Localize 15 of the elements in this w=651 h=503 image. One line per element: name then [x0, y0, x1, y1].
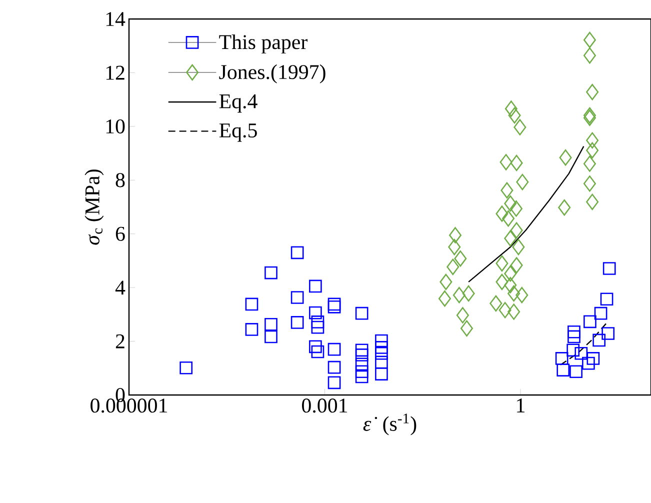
y-tick-label: 2 [116, 334, 124, 348]
y-tick-label: 10 [106, 119, 125, 134]
legend-label: Eq.5 [219, 124, 257, 142]
legend-label: Eq.4 [219, 94, 258, 113]
x-tick-label: 0.001 [302, 398, 348, 413]
legend-label: This paper [219, 34, 308, 54]
y-tick-label: 12 [106, 66, 124, 80]
y-axis-title: σ$_{c}$ (MPa) [84, 170, 104, 245]
x-tick-label: 1 [517, 398, 524, 412]
y-tick-label: 4 [115, 280, 126, 294]
x-axis-title: ε̇ (s$^{-1}$) [363, 414, 416, 436]
y-tick-label: 14 [106, 12, 126, 26]
legend-label: Jones.(1997) [219, 64, 326, 84]
y-tick-label: 8 [116, 173, 125, 188]
y-tick-label: 6 [116, 226, 125, 241]
